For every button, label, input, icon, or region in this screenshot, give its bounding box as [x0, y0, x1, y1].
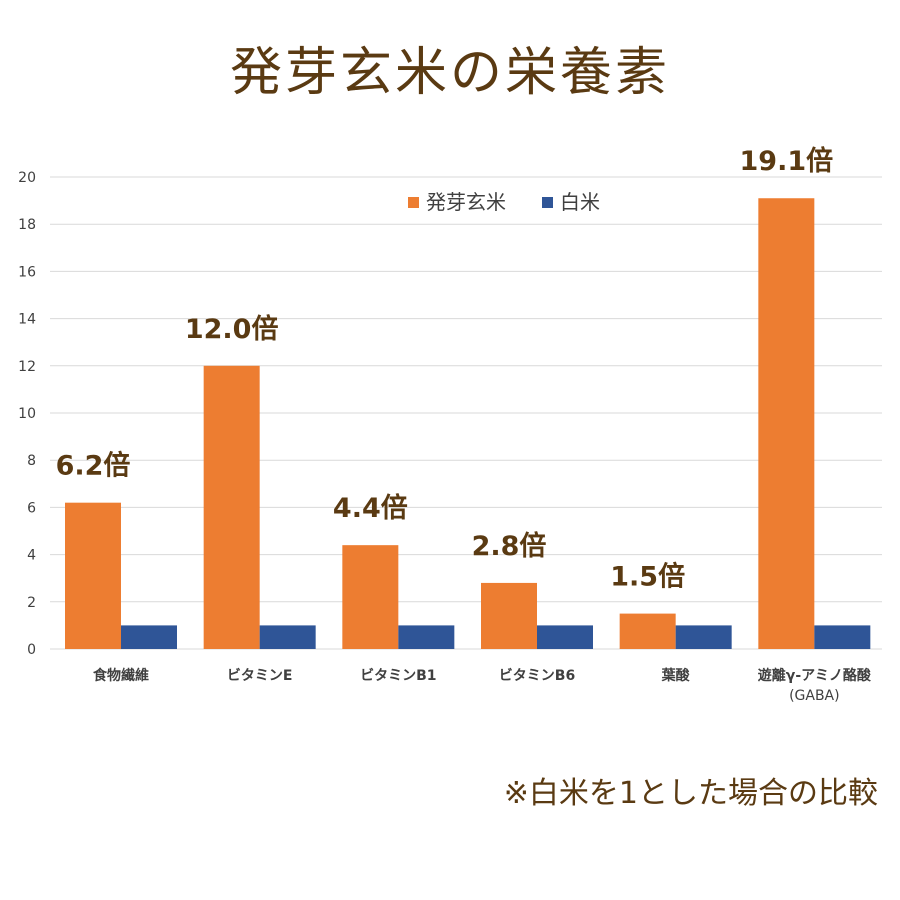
y-axis: 0 2 4 6 8 10 12 14 16 18 20 — [18, 170, 36, 658]
data-label: 19.1倍 — [740, 145, 834, 177]
bar-発芽玄米 — [481, 582, 537, 649]
bar-白米 — [121, 625, 177, 649]
bar-発芽玄米 — [758, 198, 815, 650]
x-tick-label: (GABA) — [789, 688, 840, 704]
y-tick-label: 8 — [27, 453, 36, 469]
bar-白米 — [259, 625, 316, 649]
x-tick-label: 遊離γ-アミノ酪酸 — [758, 667, 872, 684]
bar-発芽玄米 — [342, 545, 399, 649]
footnote: ※白米を1とした場合の比較 — [503, 776, 878, 811]
x-tick-label: ビタミンB1 — [360, 668, 436, 684]
legend-swatch-発芽玄米 — [408, 197, 419, 208]
x-tick-label: 葉酸 — [661, 667, 691, 684]
data-label: 12.0倍 — [185, 313, 279, 345]
data-label: 2.8倍 — [472, 530, 547, 562]
x-axis: 食物繊維 ビタミンE ビタミンB1 ビタミンB6 葉酸 遊離γ-アミノ酪酸 (GABA) — [93, 667, 872, 704]
y-tick-label: 18 — [18, 217, 36, 233]
y-tick-label: 12 — [18, 359, 36, 375]
bar-白米 — [814, 625, 871, 649]
legend: 発芽玄米 白米 — [408, 190, 600, 214]
grid-lines — [50, 176, 882, 650]
bar-発芽玄米 — [619, 613, 676, 649]
legend-label: 白米 — [560, 190, 600, 214]
x-tick-label: 食物繊維 — [93, 667, 149, 684]
x-tick-label: ビタミンE — [227, 668, 293, 684]
data-labels: 6.2倍 12.0倍 4.4倍 2.8倍 1.5倍 19.1倍 — [56, 145, 834, 592]
y-tick-label: 10 — [18, 406, 36, 422]
bar-白米 — [537, 625, 593, 649]
y-tick-label: 2 — [27, 595, 36, 611]
legend-label: 発芽玄米 — [426, 190, 506, 214]
data-label: 1.5倍 — [610, 561, 685, 593]
y-tick-label: 4 — [27, 548, 36, 564]
y-tick-label: 0 — [27, 642, 36, 658]
chart-title: 発芽玄米の栄養素 — [229, 43, 670, 103]
y-tick-label: 16 — [18, 264, 36, 280]
bar-発芽玄米 — [65, 502, 121, 649]
bar-発芽玄米 — [203, 365, 260, 649]
y-tick-label: 14 — [18, 312, 36, 328]
y-tick-label: 6 — [27, 500, 36, 516]
y-tick-label: 20 — [18, 170, 36, 186]
legend-swatch-白米 — [542, 197, 553, 208]
data-label: 4.4倍 — [333, 492, 408, 524]
bars — [65, 198, 871, 650]
bar-白米 — [675, 625, 732, 649]
x-tick-label: ビタミンB6 — [499, 668, 575, 684]
data-label: 6.2倍 — [56, 450, 131, 482]
bar-白米 — [398, 625, 455, 649]
